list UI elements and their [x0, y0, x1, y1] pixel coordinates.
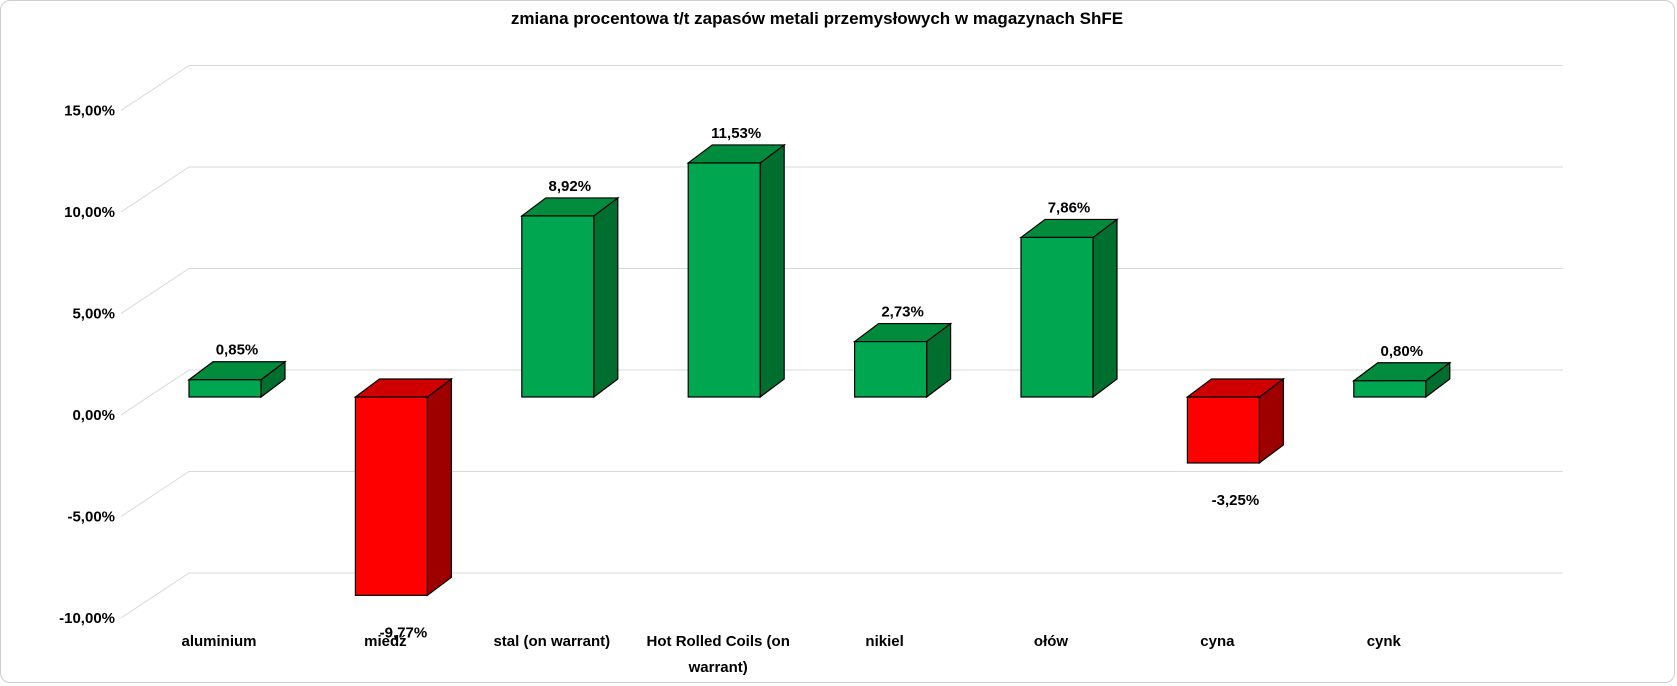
- y-tick-label: 5,00%: [72, 306, 115, 323]
- bar-olow-front-face: [1020, 236, 1094, 398]
- category-label-hot-rolled-coils-on-warrant: Hot Rolled Coils (on: [647, 633, 790, 650]
- bar-aluminium-front-face: [188, 379, 262, 398]
- y-tick-label: -10,00%: [59, 610, 115, 627]
- data-label-stal-on-warrant: 8,92%: [549, 178, 592, 195]
- tick-lead-line: [120, 572, 190, 619]
- bar-cyna-front-face: [1186, 396, 1261, 464]
- bar-hot-rolled-coils-on-warrant-front-face: [687, 162, 761, 398]
- tick-lead-line: [120, 268, 190, 314]
- category-label-aluminium: aluminium: [181, 633, 256, 650]
- tick-lead-line: [120, 369, 190, 416]
- bar-hot-rolled-coils-on-warrant-side-face: [759, 143, 785, 399]
- category-label-olow: ołów: [1034, 633, 1068, 650]
- data-label-aluminium: 0,85%: [216, 342, 259, 359]
- chart-title: zmiana procentowa t/t zapasów metali prz…: [510, 9, 1124, 28]
- category-label-miedz: miedź: [364, 633, 407, 650]
- bar-olow-side-face: [1092, 218, 1118, 399]
- category-label-stal-on-warrant: stal (on warrant): [493, 633, 610, 650]
- bar-stal-on-warrant-side-face: [593, 196, 619, 399]
- data-label-olow: 7,86%: [1048, 199, 1091, 216]
- tick-lead-line: [120, 471, 190, 517]
- tick-lead-line: [120, 65, 190, 111]
- data-label-cyna: -3,25%: [1212, 492, 1260, 509]
- bar-cynk-front-face: [1353, 380, 1427, 398]
- bar-stal-on-warrant-front-face: [521, 215, 595, 398]
- data-label-nikiel: 2,73%: [881, 304, 924, 321]
- data-label-miedz: -9,77%: [380, 624, 428, 641]
- bar-miedz-front-face: [354, 396, 428, 596]
- y-tick-label: -5,00%: [67, 509, 115, 526]
- tick-lead-line: [120, 166, 190, 213]
- bar-miedz-side-face: [426, 377, 452, 597]
- category-label-nikiel: nikiel: [865, 633, 903, 650]
- y-tick-label: 0,00%: [72, 407, 115, 424]
- data-label-cynk: 0,80%: [1381, 343, 1424, 360]
- y-tick-label: 15,00%: [64, 103, 115, 120]
- y-tick-label: 10,00%: [64, 204, 115, 221]
- data-label-hot-rolled-coils-on-warrant: 11,53%: [711, 125, 761, 142]
- category-label-cyna: cyna: [1200, 633, 1235, 650]
- bar-nikiel-front-face: [853, 340, 928, 398]
- category-label-hot-rolled-coils-on-warrant: warrant): [688, 659, 748, 676]
- category-label-cynk: cynk: [1367, 633, 1402, 650]
